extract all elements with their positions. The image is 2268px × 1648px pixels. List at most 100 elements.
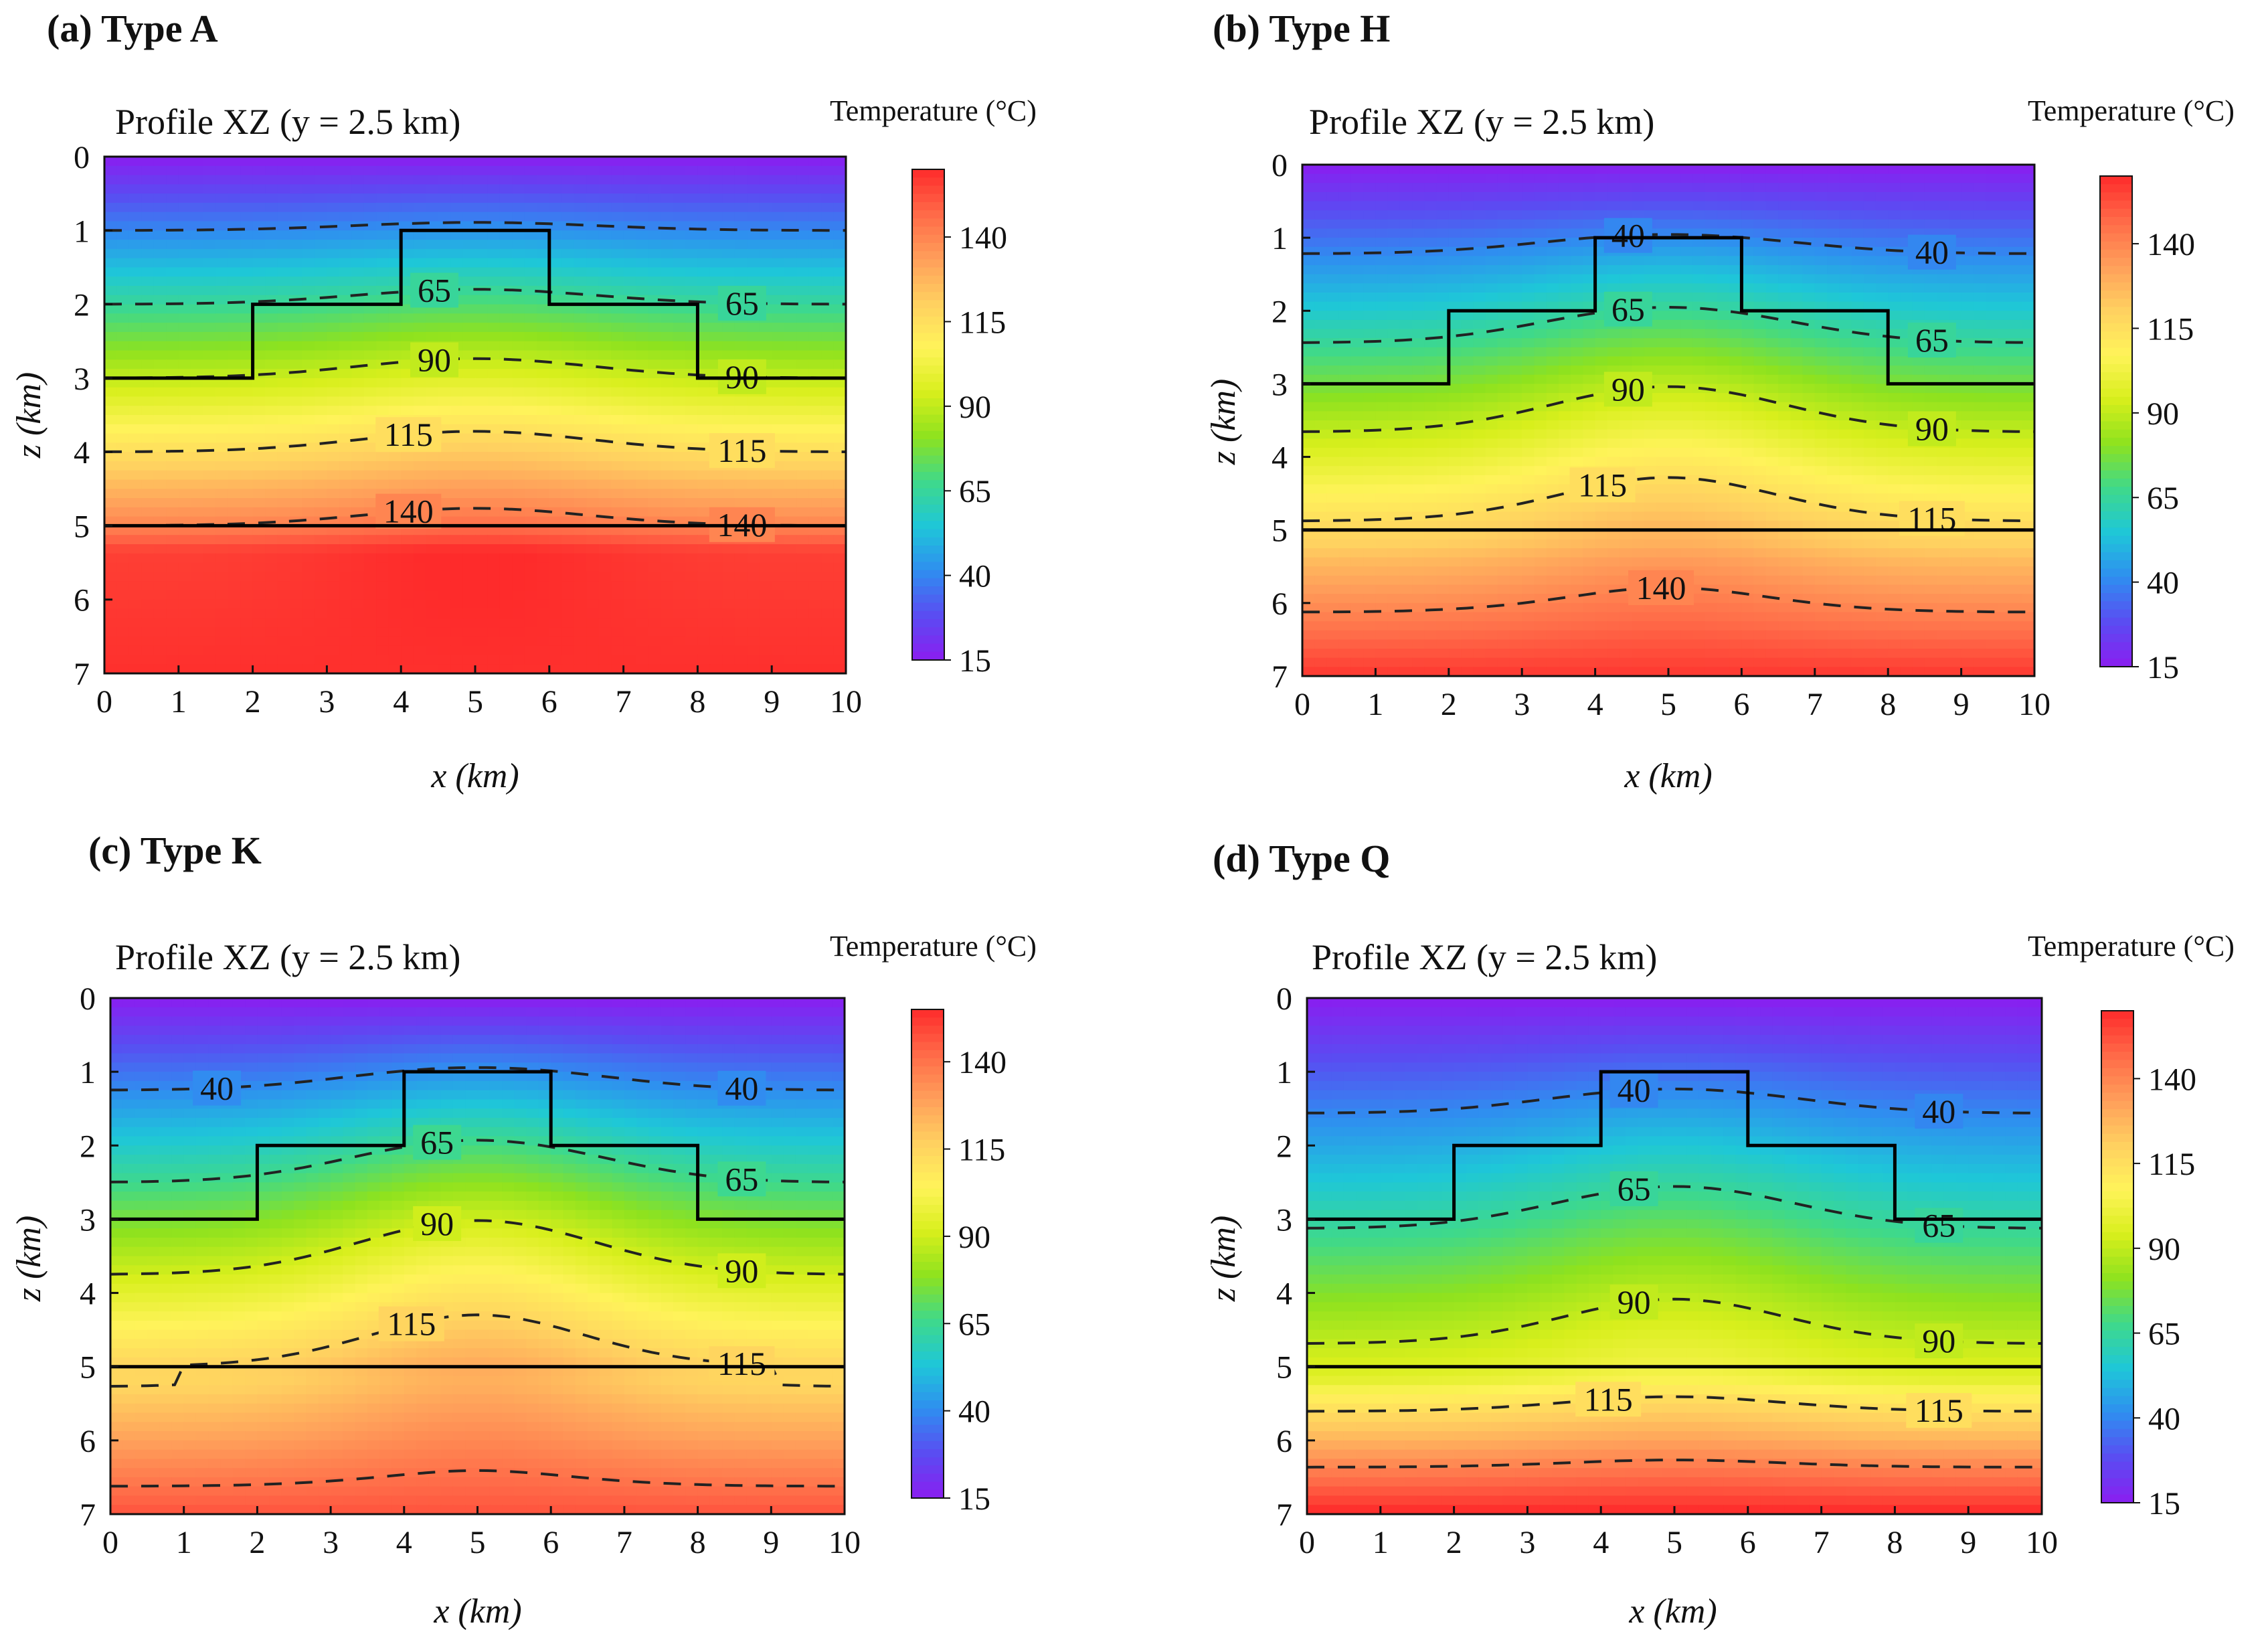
heatmap-cell (475, 212, 489, 222)
heatmap-cell (438, 645, 451, 656)
heatmap-cell (611, 193, 624, 203)
heatmap-cell (1973, 365, 1986, 376)
heatmap-cell (128, 599, 143, 610)
heatmap-cell (1424, 201, 1437, 212)
heatmap-cell (1644, 191, 1657, 202)
heatmap-cell (524, 313, 538, 323)
heatmap-cell (2022, 319, 2035, 330)
heatmap-cell (401, 452, 414, 462)
heatmap-cell (2010, 210, 2023, 220)
heatmap-cell (722, 553, 735, 564)
heatmap-cell (1620, 274, 1633, 284)
heatmap-cell (574, 618, 587, 628)
heatmap-cell (1937, 301, 1950, 312)
colorbar-swatch (912, 447, 944, 457)
heatmap-cell (499, 655, 513, 665)
heatmap-cell (1424, 274, 1437, 284)
heatmap-cell (1338, 365, 1352, 376)
heatmap-cell (611, 267, 624, 278)
heatmap-cell (1497, 293, 1510, 303)
heatmap-cell (1607, 338, 1620, 348)
heatmap-cell (636, 331, 649, 342)
colorbar-swatch (912, 439, 944, 448)
heatmap-cell (128, 507, 143, 517)
heatmap-cell (166, 295, 179, 305)
heatmap-cell (1632, 274, 1645, 284)
heatmap-cell (1558, 191, 1571, 202)
heatmap-cell (1717, 265, 1730, 275)
heatmap-cell (401, 664, 414, 674)
heatmap-cell (722, 258, 735, 268)
heatmap-cell (648, 258, 661, 268)
profile-title: Profile XZ (y = 2.5 km) (1309, 102, 1654, 142)
heatmap-cell (821, 572, 835, 582)
heatmap-cell (1302, 311, 1316, 321)
heatmap-cell (772, 516, 785, 527)
heatmap-cell (821, 248, 835, 259)
heatmap-cell (376, 535, 389, 545)
heatmap-cell (1839, 356, 1852, 366)
heatmap-cell (339, 452, 353, 462)
heatmap-cell (475, 636, 489, 647)
heatmap-cell (1485, 283, 1498, 293)
heatmap-cell (1717, 338, 1730, 348)
contour-label-bg (375, 417, 442, 452)
heatmap-cell (598, 507, 612, 517)
heatmap-cell (203, 433, 216, 444)
heatmap-cell (1607, 347, 1620, 357)
heatmap-cell (191, 645, 204, 656)
heatmap-cell (153, 230, 167, 240)
heatmap-cell (401, 636, 414, 647)
heatmap-cell (1839, 183, 1852, 193)
heatmap-cell (141, 535, 155, 545)
heatmap-cell (1387, 238, 1401, 248)
heatmap-cell (401, 655, 414, 665)
heatmap-cell (1863, 173, 1877, 184)
heatmap-cell (203, 276, 216, 286)
heatmap-cell (487, 452, 501, 462)
heatmap-cell (598, 498, 612, 508)
heatmap-cell (1778, 301, 1792, 312)
heatmap-cell (1827, 347, 1840, 357)
heatmap-cell (339, 323, 353, 333)
heatmap-cell (734, 498, 748, 508)
heatmap-cell (1632, 283, 1645, 293)
heatmap-cell (772, 433, 785, 444)
heatmap-cell (1729, 283, 1743, 293)
heatmap-cell (1998, 191, 2011, 202)
heatmap-cell (648, 323, 661, 333)
heatmap-cell (1326, 219, 1340, 230)
heatmap-cell (685, 535, 699, 545)
heatmap-cell (1448, 238, 1462, 248)
heatmap-cell (709, 470, 723, 481)
heatmap-cell (487, 202, 501, 213)
heatmap-cell (648, 286, 661, 296)
heatmap-cell (388, 572, 402, 582)
heatmap-cell (1680, 246, 1694, 257)
heatmap-cell (499, 369, 513, 379)
heatmap-cell (574, 396, 587, 407)
heatmap-cell (1668, 246, 1682, 257)
heatmap-cell (759, 479, 772, 490)
heatmap-cell (1692, 201, 1706, 212)
heatmap-cell (166, 599, 179, 610)
heatmap-cell (462, 193, 476, 203)
heatmap-cell (1363, 210, 1377, 220)
heatmap-cell (1424, 219, 1437, 230)
heatmap-cell (524, 350, 538, 361)
heatmap-cell (314, 323, 328, 333)
heatmap-cell (290, 276, 303, 286)
heatmap-cell (215, 424, 229, 434)
heatmap-cell (128, 313, 143, 323)
heatmap-cell (1765, 219, 1779, 230)
heatmap-cell (215, 406, 229, 416)
heatmap-cell (661, 359, 674, 369)
heatmap-cell (1461, 356, 1474, 366)
heatmap-cell (586, 240, 600, 250)
heatmap-cell (709, 221, 723, 232)
heatmap-cell (363, 627, 377, 637)
heatmap-cell (376, 599, 389, 610)
heatmap-cell (549, 331, 563, 342)
heatmap-cell (796, 581, 810, 591)
heatmap-cell (265, 202, 278, 213)
